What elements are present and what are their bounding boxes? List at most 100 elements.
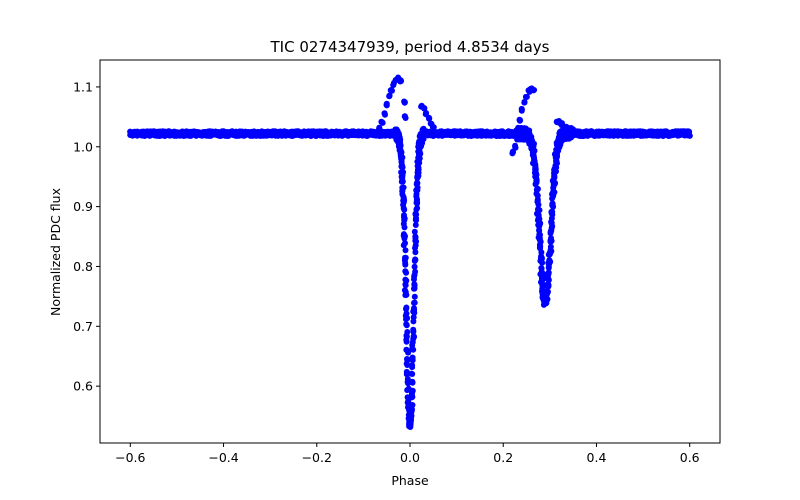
data-point	[410, 335, 417, 342]
data-point	[548, 210, 555, 216]
data-point	[548, 248, 555, 255]
x-tick-label: 0.4	[587, 450, 607, 465]
x-tick-label: 0.2	[493, 450, 513, 465]
y-tick-label: 0.6	[73, 379, 93, 394]
data-point	[410, 326, 417, 333]
data-point	[412, 216, 419, 223]
data-point	[551, 180, 558, 187]
y-axis-ticks: 0.6 0.7 0.8 0.9 1.0 1.1	[73, 79, 100, 394]
data-point	[538, 249, 545, 256]
data-point	[536, 241, 543, 248]
data-point	[404, 362, 411, 368]
data-point	[536, 207, 543, 214]
data-point	[381, 110, 388, 117]
data-point	[400, 201, 407, 208]
y-tick-label: 1.0	[73, 139, 93, 154]
data-point	[401, 224, 408, 231]
data-point	[403, 304, 410, 311]
data-point	[402, 261, 409, 268]
data-point	[411, 285, 417, 292]
data-point	[417, 150, 424, 157]
y-tick-label: 0.7	[73, 319, 93, 334]
data-point	[414, 205, 421, 212]
data-point	[536, 234, 543, 241]
data-point	[412, 242, 419, 249]
data-point	[551, 174, 558, 181]
data-point	[412, 211, 419, 218]
data-point	[403, 269, 410, 276]
data-point	[533, 190, 540, 197]
data-point	[518, 106, 525, 113]
data-point	[521, 99, 528, 106]
data-point	[686, 132, 693, 139]
data-point	[412, 237, 419, 244]
data-point	[398, 163, 405, 170]
data-point	[376, 125, 383, 132]
data-point	[426, 115, 433, 122]
data-point	[405, 349, 412, 356]
data-point	[414, 184, 421, 191]
data-point	[517, 117, 524, 124]
chart-title: TIC 0274347939, period 4.8534 days	[269, 38, 549, 56]
y-tick-label: 1.1	[73, 79, 93, 94]
data-point	[412, 256, 419, 263]
data-point	[402, 247, 409, 254]
data-point	[412, 233, 419, 240]
data-point	[509, 150, 516, 157]
data-point	[531, 140, 537, 147]
data-point	[409, 387, 416, 394]
y-axis-label: Normalized PDC flux	[48, 188, 63, 316]
data-point	[401, 113, 408, 120]
data-point	[403, 333, 410, 340]
data-point	[563, 124, 569, 131]
data-point	[404, 387, 411, 394]
y-tick-label: 0.9	[73, 199, 93, 214]
data-point	[379, 119, 386, 126]
data-point	[545, 264, 552, 271]
data-point	[409, 379, 416, 386]
data-point	[536, 221, 543, 228]
data-point	[539, 276, 546, 283]
data-point	[411, 306, 417, 313]
data-point	[513, 132, 520, 139]
x-axis-label: Phase	[391, 473, 429, 488]
data-point	[411, 228, 418, 235]
data-point	[545, 277, 552, 283]
data-point	[512, 142, 519, 149]
data-point	[402, 240, 408, 247]
data-point	[404, 329, 411, 335]
data-point	[403, 316, 409, 323]
data-point	[548, 235, 554, 242]
data-point	[410, 314, 417, 321]
data-point	[549, 202, 556, 209]
data-point	[412, 249, 419, 256]
x-tick-label: −0.4	[208, 450, 238, 465]
data-point	[386, 93, 393, 100]
data-point	[390, 82, 397, 89]
data-point	[397, 77, 404, 84]
data-point	[533, 177, 540, 184]
data-point	[407, 409, 414, 415]
data-point	[545, 282, 552, 289]
data-point	[531, 154, 538, 161]
data-point	[409, 402, 416, 408]
data-point	[548, 215, 555, 222]
data-point	[411, 293, 418, 300]
data-point	[553, 152, 560, 159]
data-point	[430, 125, 437, 132]
data-point	[409, 354, 416, 361]
data-point	[545, 260, 552, 266]
data-point	[409, 362, 416, 369]
data-point	[422, 110, 429, 117]
data-point	[387, 87, 394, 94]
data-points-layer	[127, 74, 693, 430]
data-point	[537, 257, 544, 264]
data-point	[402, 292, 409, 299]
data-point	[409, 371, 416, 377]
data-point	[551, 189, 558, 196]
data-point	[396, 142, 403, 149]
data-point	[403, 322, 410, 329]
data-point	[399, 154, 406, 161]
